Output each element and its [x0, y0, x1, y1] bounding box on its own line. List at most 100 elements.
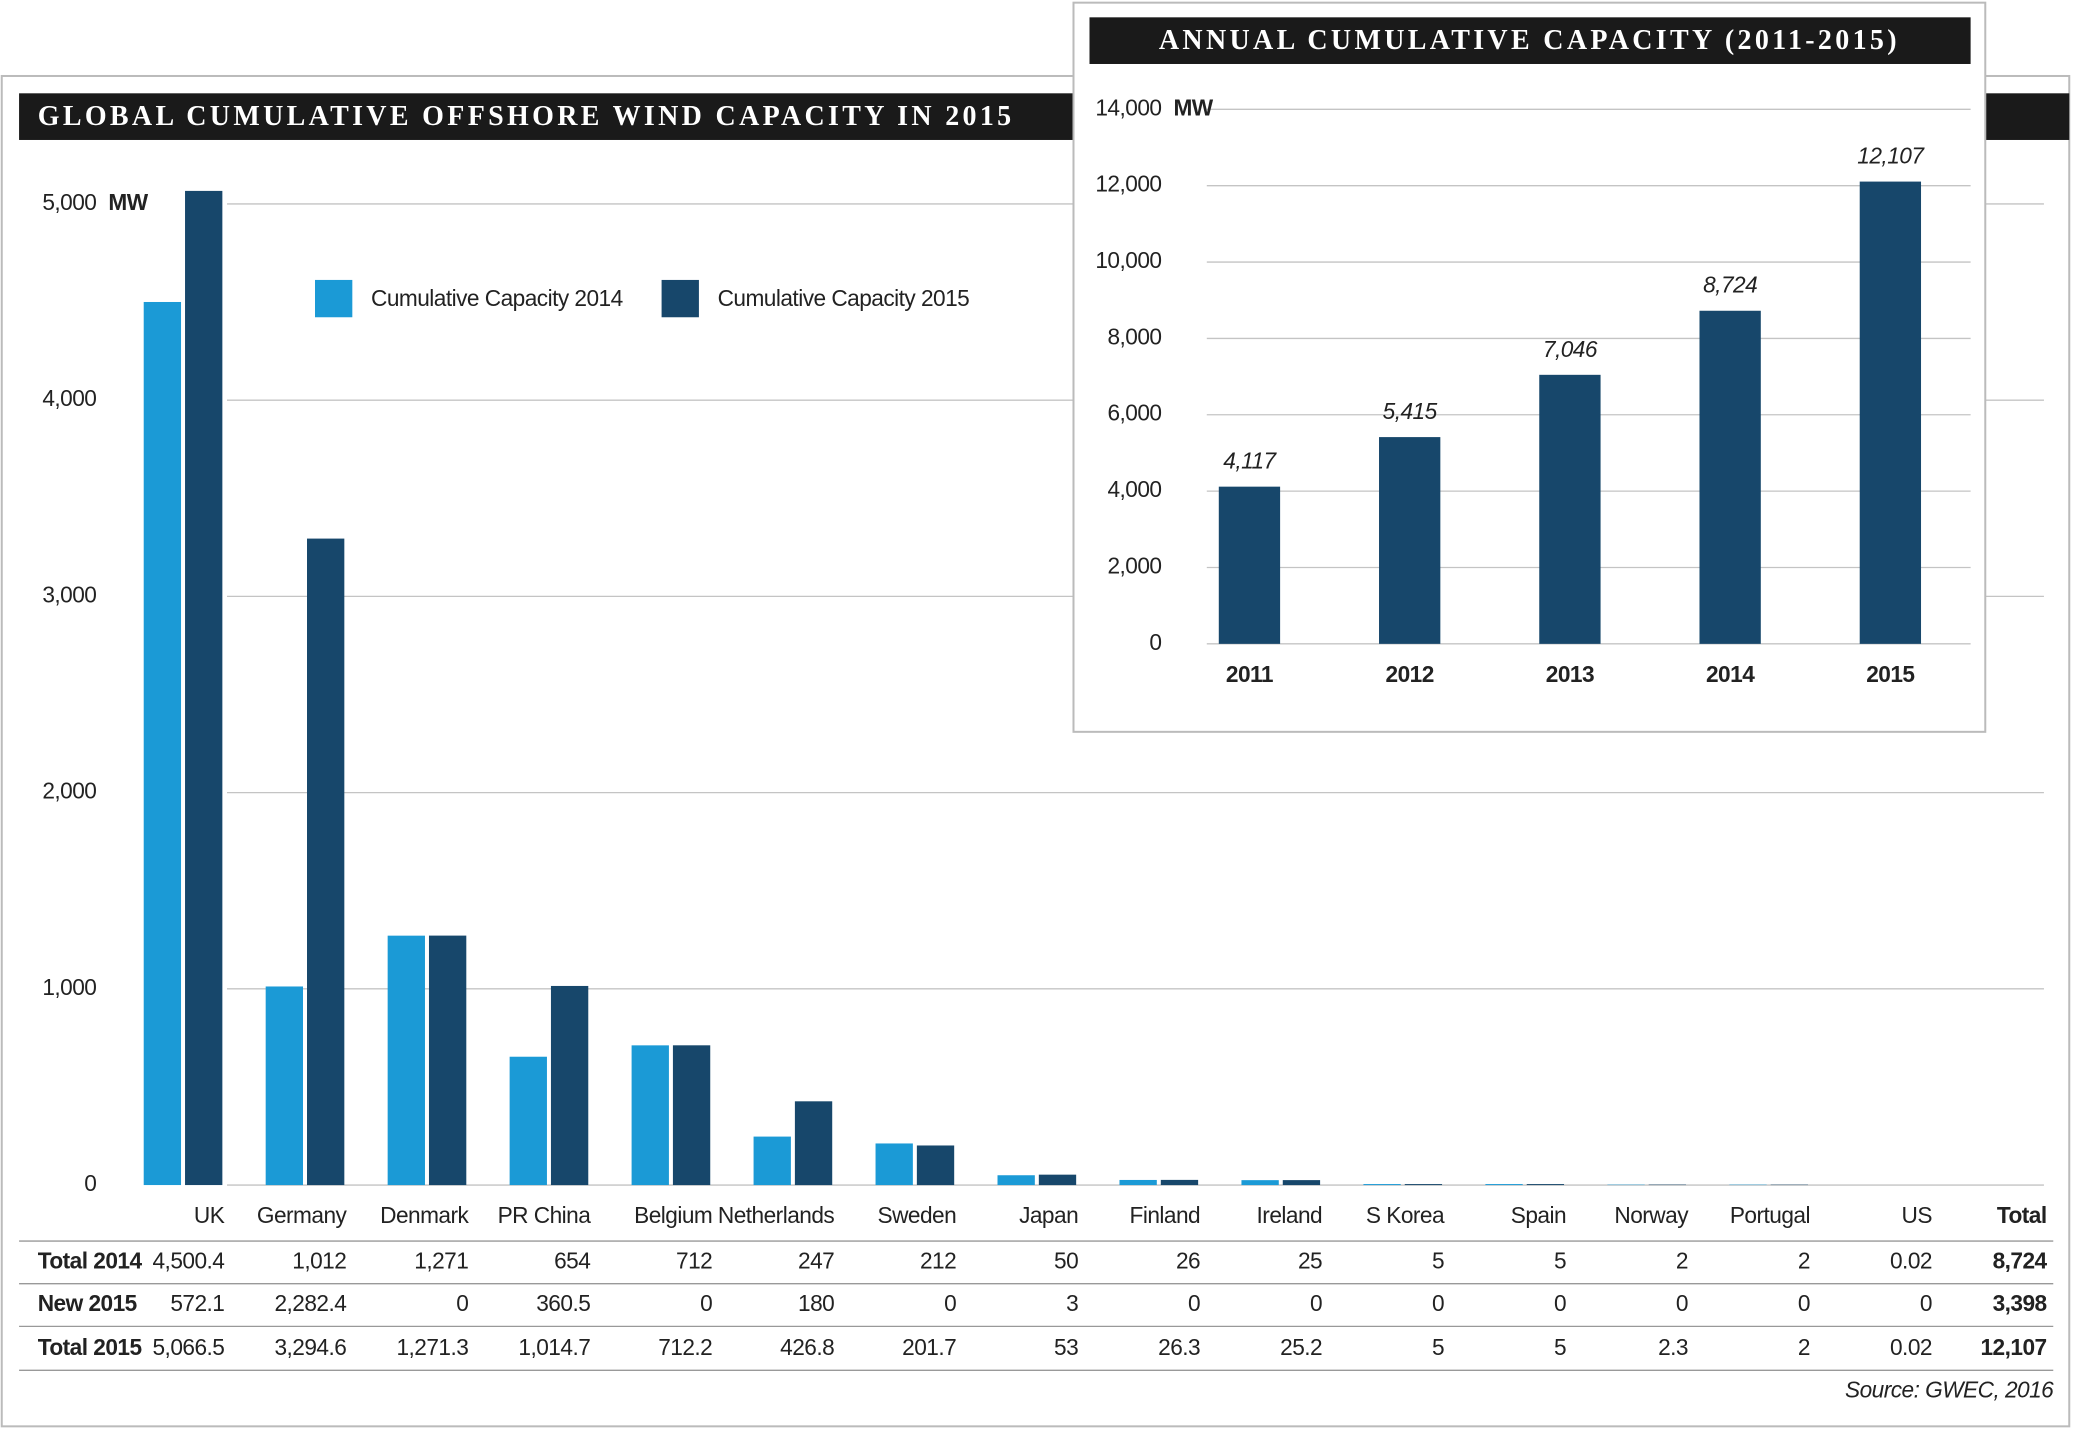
bar	[1404, 1184, 1443, 1186]
x-tick-label: 2012	[1386, 661, 1434, 687]
table-cell: 1,271.3	[396, 1334, 468, 1360]
y-tick-label: 4,000	[1107, 476, 1161, 502]
table-cell: 180	[798, 1290, 834, 1316]
table-cell: 26	[1176, 1247, 1200, 1273]
x-tick-label: PR China	[498, 1202, 592, 1228]
table-cell: 53	[1054, 1334, 1078, 1360]
x-tick-label: S Korea	[1366, 1202, 1445, 1228]
chart-title: GLOBAL CUMULATIVE OFFSHORE WIND CAPACITY…	[38, 101, 1015, 132]
x-tick-label: Ireland	[1257, 1202, 1323, 1228]
bar	[1859, 181, 1922, 644]
legend-swatch	[661, 279, 699, 318]
bar	[307, 538, 345, 1186]
inset-chart: ANNUAL CUMULATIVE CAPACITY (2011-2015) 0…	[1072, 1, 1987, 733]
x-tick-label: Netherlands	[718, 1202, 835, 1228]
bar	[1539, 374, 1601, 644]
table-cell: 4,500.4	[152, 1247, 224, 1273]
bar	[1282, 1180, 1321, 1186]
table-cell: 654	[554, 1247, 590, 1273]
row-total: 3,398	[1993, 1290, 2047, 1316]
y-tick-label: 10,000	[1095, 247, 1161, 273]
bar	[1218, 486, 1281, 644]
bar	[1526, 1184, 1565, 1186]
table-cell: 3,294.6	[274, 1334, 346, 1360]
data-label: 8,724	[1703, 272, 1757, 298]
table-cell: 712.2	[658, 1334, 712, 1360]
table-cell: 5	[1554, 1334, 1566, 1360]
bar	[997, 1175, 1035, 1186]
bar	[794, 1101, 833, 1186]
table-cell: 0	[456, 1290, 468, 1316]
x-tick-label: Norway	[1614, 1202, 1689, 1228]
table-header: Total	[1997, 1202, 2047, 1228]
x-tick-label: Portugal	[1730, 1202, 1810, 1228]
bar	[428, 935, 467, 1186]
x-tick-label: UK	[194, 1202, 225, 1228]
table-cell: 2.3	[1658, 1334, 1688, 1360]
table-cell: 201.7	[902, 1334, 956, 1360]
source-note: Source: GWEC, 2016	[1845, 1377, 2054, 1403]
x-tick-label: Germany	[257, 1202, 348, 1228]
table-cell: 0.02	[1890, 1334, 1932, 1360]
y-tick-label: 1,000	[42, 974, 96, 1000]
table-cell: 50	[1054, 1247, 1078, 1273]
bar	[550, 985, 589, 1186]
y-tick-label: 3,000	[42, 581, 96, 607]
table-cell: 5,066.5	[152, 1334, 224, 1360]
legend-swatch	[315, 279, 353, 318]
bar	[1160, 1179, 1199, 1186]
inset-title: ANNUAL CUMULATIVE CAPACITY (2011-2015)	[1159, 25, 1900, 56]
bar	[1363, 1184, 1401, 1186]
data-label: 4,117	[1223, 448, 1277, 474]
row-total: 12,107	[1980, 1334, 2046, 1360]
table-cell: 0	[1554, 1290, 1566, 1316]
row-total: 8,724	[1993, 1247, 2048, 1273]
y-tick-label: 6,000	[1107, 400, 1161, 426]
data-label: 12,107	[1857, 143, 1925, 169]
bar	[1379, 437, 1441, 644]
x-tick-label: Japan	[1019, 1202, 1078, 1228]
table-cell: 26.3	[1158, 1334, 1200, 1360]
y-tick-label: 0	[84, 1170, 96, 1196]
table-cell: 0	[944, 1290, 956, 1316]
x-tick-label: US	[1902, 1202, 1933, 1228]
table-cell: 2	[1798, 1334, 1810, 1360]
row-label: Total 2014	[38, 1247, 143, 1273]
bar	[1699, 310, 1761, 644]
x-tick-label: Denmark	[380, 1202, 469, 1228]
table-cell: 1,012	[292, 1247, 346, 1273]
y-tick-label: 2,000	[42, 778, 96, 804]
table-cell: 0	[1920, 1290, 1932, 1316]
bar	[875, 1143, 913, 1186]
y-axis-label: MW	[1173, 94, 1213, 120]
table-cell: 5	[1554, 1247, 1566, 1273]
y-tick-label: 8,000	[1107, 323, 1161, 349]
table-cell: 25.2	[1280, 1334, 1322, 1360]
bar	[1119, 1179, 1157, 1186]
bar	[1485, 1184, 1523, 1186]
data-label: 7,046	[1543, 336, 1598, 362]
x-tick-label: Spain	[1511, 1202, 1566, 1228]
legend-label: Cumulative Capacity 2014	[371, 285, 623, 311]
table-cell: 2,282.4	[274, 1290, 346, 1316]
x-tick-label: 2014	[1706, 661, 1755, 687]
x-tick-label: Sweden	[877, 1202, 956, 1228]
table-cell: 0	[1188, 1290, 1200, 1316]
table-cell: 572.1	[170, 1290, 224, 1316]
legend-label: Cumulative Capacity 2015	[718, 285, 970, 311]
table-cell: 25	[1298, 1247, 1322, 1273]
table-cell: 360.5	[536, 1290, 590, 1316]
table-cell: 426.8	[780, 1334, 834, 1360]
table-cell: 0	[1432, 1290, 1444, 1316]
x-tick-label: Finland	[1130, 1202, 1201, 1228]
table-cell: 5	[1432, 1247, 1444, 1273]
y-tick-label: 0	[1149, 629, 1161, 655]
inset-title-bar	[1089, 17, 1971, 64]
bar	[1038, 1174, 1077, 1186]
bar	[265, 986, 304, 1186]
row-label: Total 2015	[38, 1334, 142, 1360]
bar	[143, 301, 182, 1186]
table-cell: 712	[676, 1247, 712, 1273]
